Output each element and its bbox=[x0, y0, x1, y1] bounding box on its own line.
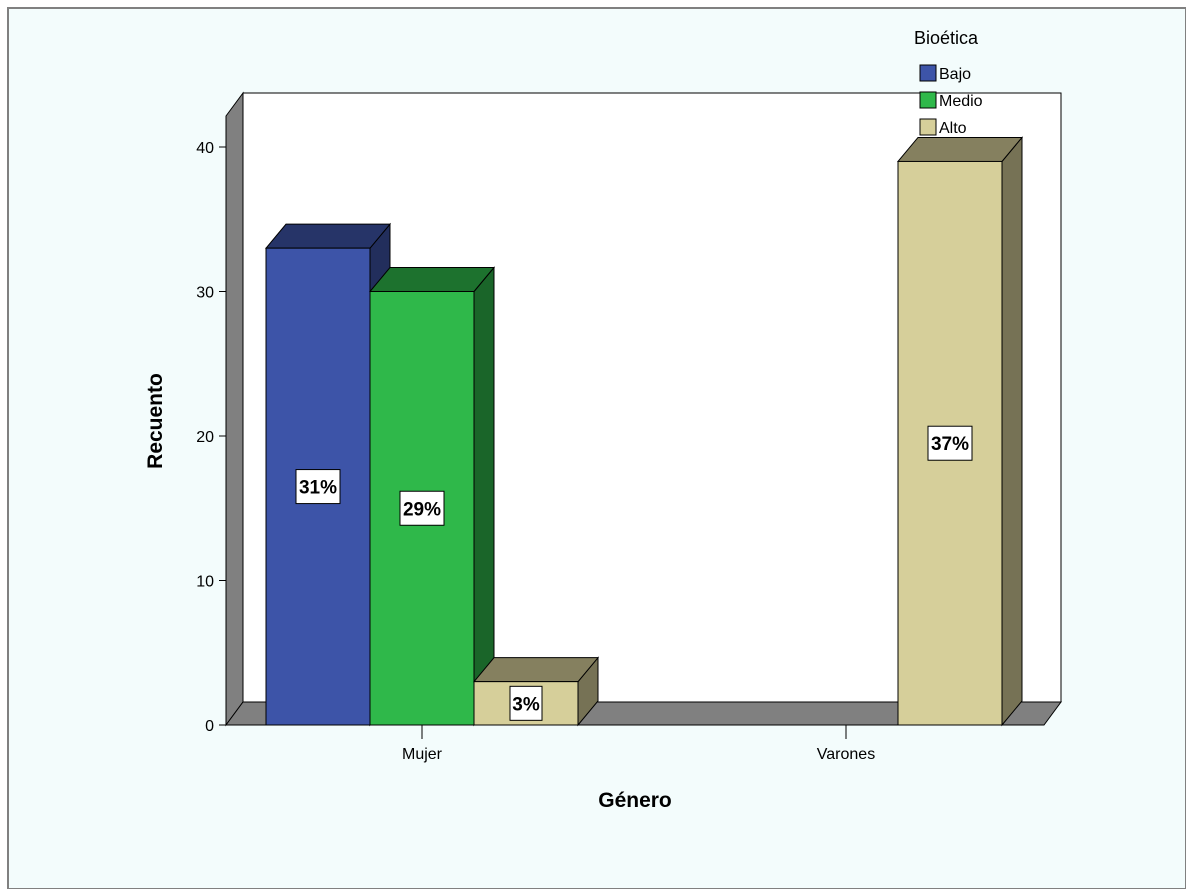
bar-medio: 29% bbox=[368, 266, 496, 727]
x-axis-ticks: Mujer Varones bbox=[402, 725, 875, 763]
bar-top bbox=[896, 136, 1024, 162]
legend-label-bajo: Bajo bbox=[939, 66, 971, 83]
y-tick-label: 30 bbox=[196, 285, 214, 302]
legend-swatch-alto bbox=[919, 118, 937, 136]
x-tick-label: Mujer bbox=[402, 746, 443, 763]
bars-group: 31% 29% 3% 37% bbox=[264, 136, 1024, 727]
y-tick-label: 20 bbox=[196, 429, 214, 446]
legend-label-alto: Alto bbox=[939, 120, 967, 137]
bar-top bbox=[368, 267, 496, 292]
data-label-box bbox=[509, 685, 543, 721]
y-tick-label: 10 bbox=[196, 574, 214, 591]
data-label: 37% bbox=[931, 434, 969, 455]
data-label: 31% bbox=[299, 478, 337, 499]
left-wall bbox=[225, 91, 244, 727]
bar-alto: 3% bbox=[472, 656, 600, 727]
bar-side bbox=[473, 266, 495, 727]
bar-top bbox=[264, 223, 392, 249]
legend-label-medio: Medio bbox=[939, 93, 983, 110]
y-axis-title: Recuento bbox=[144, 373, 167, 469]
data-label-box bbox=[927, 425, 973, 461]
legend: Bioética Bajo Medio Alto bbox=[914, 28, 983, 137]
bar-alto: 37% bbox=[896, 136, 1024, 727]
x-axis-title: Género bbox=[598, 789, 672, 812]
bar-top bbox=[472, 657, 600, 683]
x-tick-label: Varones bbox=[817, 746, 875, 763]
y-tick-label: 0 bbox=[205, 718, 214, 735]
y-tick-label: 40 bbox=[196, 140, 214, 157]
legend-swatch-bajo bbox=[919, 64, 937, 82]
legend-swatch-medio bbox=[919, 91, 937, 109]
legend-title: Bioética bbox=[914, 28, 979, 48]
data-label: 3% bbox=[512, 694, 540, 715]
data-label-box bbox=[399, 490, 445, 526]
data-label-box bbox=[295, 469, 341, 505]
y-axis-ticks: 0 10 20 30 40 bbox=[196, 140, 226, 735]
data-label: 29% bbox=[403, 499, 441, 520]
bar-side bbox=[1001, 136, 1023, 727]
